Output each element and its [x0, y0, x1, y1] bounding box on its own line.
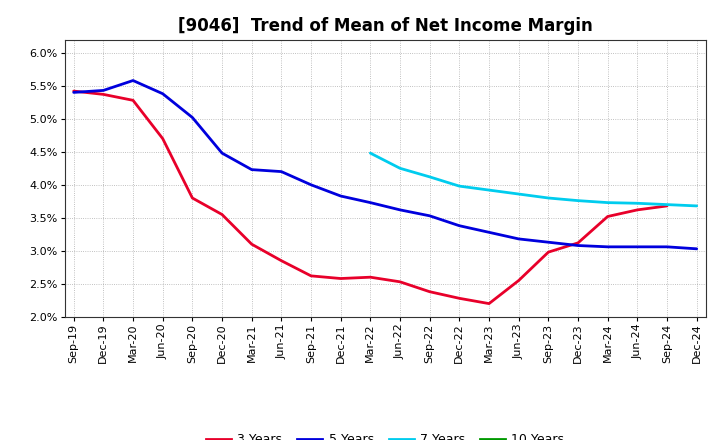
Title: [9046]  Trend of Mean of Net Income Margin: [9046] Trend of Mean of Net Income Margi… [178, 17, 593, 35]
Legend: 3 Years, 5 Years, 7 Years, 10 Years: 3 Years, 5 Years, 7 Years, 10 Years [201, 429, 570, 440]
